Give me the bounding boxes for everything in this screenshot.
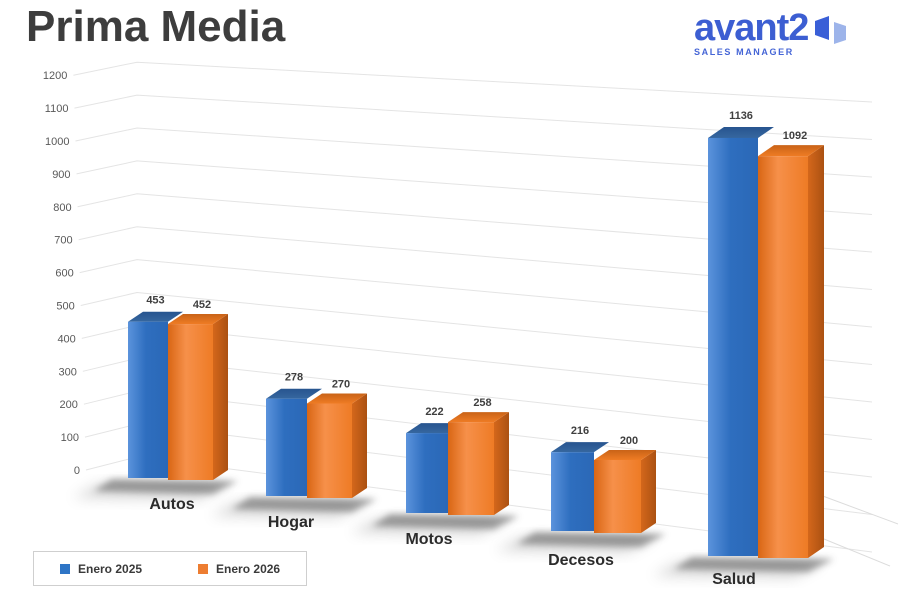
bar-value-label: 278 [285, 372, 303, 384]
chart-legend: Enero 2025 Enero 2026 [33, 551, 307, 586]
bar-value-label: 200 [620, 435, 638, 447]
bar-shadow [94, 479, 238, 494]
brand-logo: avant2 SALES MANAGER [694, 7, 884, 58]
floor-edge-line [811, 491, 899, 525]
bar-shadow [674, 557, 834, 572]
bar-value-label: 270 [332, 379, 350, 391]
bar-value-label: 453 [146, 295, 164, 307]
gridline [79, 259, 873, 328]
y-axis-tick: 300 [58, 366, 76, 378]
x-axis-category-label: Hogar [268, 514, 314, 531]
y-axis-tick: 0 [74, 465, 80, 477]
gridline [75, 127, 873, 178]
bar-decesos-enero-2026 [594, 450, 656, 533]
avant2-door-icon [815, 16, 847, 44]
legend-label: Enero 2026 [216, 561, 281, 576]
bar-salud-enero-2026 [758, 145, 824, 559]
y-axis-tick: 900 [52, 169, 70, 181]
gridlines: 0 100 200 300 400 500 600 700 800 900 1000 1100 1200 [43, 61, 899, 567]
y-axis-tick: 1200 [43, 70, 67, 82]
bar-motos-enero-2026 [448, 412, 509, 515]
chart-labels: 453 452 Autos 278 270 Hogar 222 258 Motos 216 200 D… [146, 110, 807, 588]
y-axis-tick: 700 [54, 235, 72, 247]
x-axis-category-label: Autos [149, 496, 194, 513]
bar-autos-enero-2026 [168, 314, 228, 480]
bar-shadow [372, 514, 519, 529]
bar-value-label: 258 [473, 397, 491, 409]
bar-value-label: 1136 [729, 110, 753, 122]
y-axis-tick: 100 [61, 432, 79, 444]
bar-autos-enero-2025 [128, 311, 183, 478]
gridline [78, 226, 873, 290]
gridline [80, 291, 873, 365]
bar-value-label: 452 [193, 299, 211, 311]
bars [73, 126, 834, 578]
gridline [74, 94, 873, 140]
bar-hogar-enero-2025 [266, 388, 322, 496]
brand-tagline: SALES MANAGER [694, 47, 794, 58]
y-axis-tick: 600 [55, 268, 73, 280]
bar-decesos-enero-2025 [551, 442, 609, 531]
y-axis-tick: 1100 [45, 103, 69, 115]
legend-item-enero-2026: Enero 2026 [198, 562, 280, 576]
legend-swatch-orange [198, 563, 209, 574]
bar-shadow [232, 497, 377, 512]
x-axis-category-label: Salud [712, 571, 756, 588]
y-axis-tick: 400 [57, 333, 75, 345]
x-axis-category-label: Motos [405, 531, 452, 548]
y-axis-tick: 500 [56, 301, 74, 313]
bar-hogar-enero-2026 [307, 393, 367, 498]
gridline [73, 61, 873, 103]
legend-swatch-blue [60, 563, 70, 574]
legend-item-enero-2025: Enero 2025 [60, 562, 142, 576]
legend-label: Enero 2025 [78, 561, 143, 576]
gridline [77, 193, 873, 253]
gridline [76, 160, 873, 215]
bar-value-label: 216 [571, 425, 589, 437]
bar-salud-enero-2025 [708, 126, 774, 556]
bar-shadow [517, 532, 666, 547]
bar-value-label: 222 [425, 406, 443, 418]
x-axis-category-label: Decesos [548, 552, 614, 569]
y-axis-tick: 200 [60, 399, 78, 411]
page-title: Prima Media [26, 2, 286, 51]
y-axis-tick: 800 [53, 202, 71, 214]
brand-name: avant2 [694, 7, 809, 49]
bar-value-label: 1092 [783, 130, 807, 142]
y-axis-tick: 1000 [45, 136, 69, 148]
